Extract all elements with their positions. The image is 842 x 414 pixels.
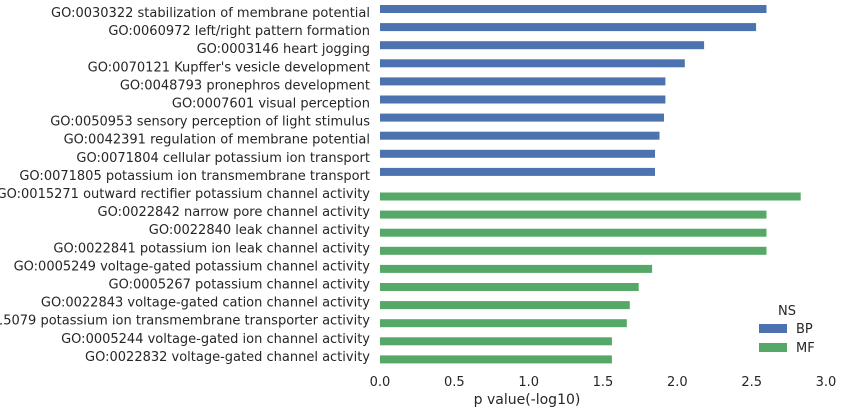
bar-mf-15 — [380, 283, 639, 291]
bar-bp-8 — [380, 149, 655, 158]
category-label: GO:0030322 stabilization of membrane pot… — [51, 6, 370, 21]
legend-label-bp: BP — [796, 322, 813, 337]
x-tick-label: 3.0 — [816, 375, 837, 390]
category-label: GO:0022840 leak channel activity — [149, 223, 371, 238]
legend: NS BP MF — [759, 304, 815, 356]
x-axis-label: p value(-log10) — [474, 392, 581, 408]
bar-mf-16 — [380, 301, 630, 310]
bar-bp-5 — [380, 95, 666, 104]
x-tick-label: 0.0 — [370, 375, 391, 390]
bars-group — [380, 5, 801, 364]
category-label: GO:0015079 potassium ion transmembrane t… — [0, 314, 370, 329]
category-label: GO:0005244 voltage-gated ion channel act… — [61, 332, 370, 347]
category-label: GO:0070121 Kupffer's vesicle development — [88, 60, 370, 75]
category-label: GO:0007601 visual perception — [172, 97, 370, 112]
category-label: GO:0005267 potassium channel activity — [109, 278, 371, 293]
category-label: GO:0003146 heart jogging — [197, 42, 370, 57]
bar-mf-13 — [380, 246, 767, 255]
category-label: GO:0071804 cellular potassium ion transp… — [76, 151, 370, 166]
bar-mf-12 — [380, 228, 767, 237]
category-label: GO:0022832 voltage-gated channel activit… — [85, 350, 370, 365]
legend-swatch-mf — [759, 343, 787, 352]
category-label: GO:0005249 voltage-gated potassium chann… — [14, 259, 371, 274]
x-tick-label: 1.0 — [518, 375, 539, 390]
bar-bp-9 — [380, 167, 655, 176]
legend-title: NS — [778, 304, 796, 319]
legend-swatch-bp — [759, 324, 787, 333]
x-tick-label: 2.5 — [741, 375, 762, 390]
bar-bp-2 — [380, 41, 705, 50]
bar-mf-11 — [380, 210, 767, 219]
category-label: GO:0022842 narrow pore channel activity — [98, 205, 371, 220]
bar-bp-3 — [380, 59, 685, 68]
x-tick-label: 1.5 — [593, 375, 614, 390]
bar-bp-4 — [380, 77, 666, 86]
category-label: GO:0050953 sensory perception of light s… — [50, 115, 370, 130]
x-tick-label: 0.5 — [444, 375, 465, 390]
category-label: GO:0071805 potassium ion transmembrane t… — [19, 169, 370, 184]
category-label: GO:0048793 pronephros development — [120, 78, 370, 93]
bar-mf-18 — [380, 337, 612, 346]
bar-bp-7 — [380, 131, 660, 140]
x-tick-labels: 0.0 0.5 1.0 1.5 2.0 2.5 3.0 — [370, 375, 837, 390]
bar-bp-6 — [380, 113, 664, 122]
legend-label-mf: MF — [796, 341, 815, 356]
x-tick-label: 2.0 — [667, 375, 688, 390]
bar-bp-1 — [380, 23, 757, 32]
category-label: GO:0022843 voltage-gated cation channel … — [41, 296, 370, 311]
category-label: GO:0060972 left/right pattern formation — [108, 24, 370, 39]
bar-mf-17 — [380, 319, 627, 328]
category-labels: GO:0030322 stabilization of membrane pot… — [0, 6, 370, 365]
bar-mf-10 — [380, 192, 801, 201]
bar-mf-19 — [380, 355, 612, 364]
category-label: GO:0042391 regulation of membrane potent… — [64, 133, 370, 148]
category-label: GO:0022841 potassium ion leak channel ac… — [53, 241, 370, 256]
bar-bp-0 — [380, 5, 767, 13]
bar-mf-14 — [380, 264, 653, 273]
category-label: GO:0015271 outward rectifier potassium c… — [0, 187, 370, 202]
